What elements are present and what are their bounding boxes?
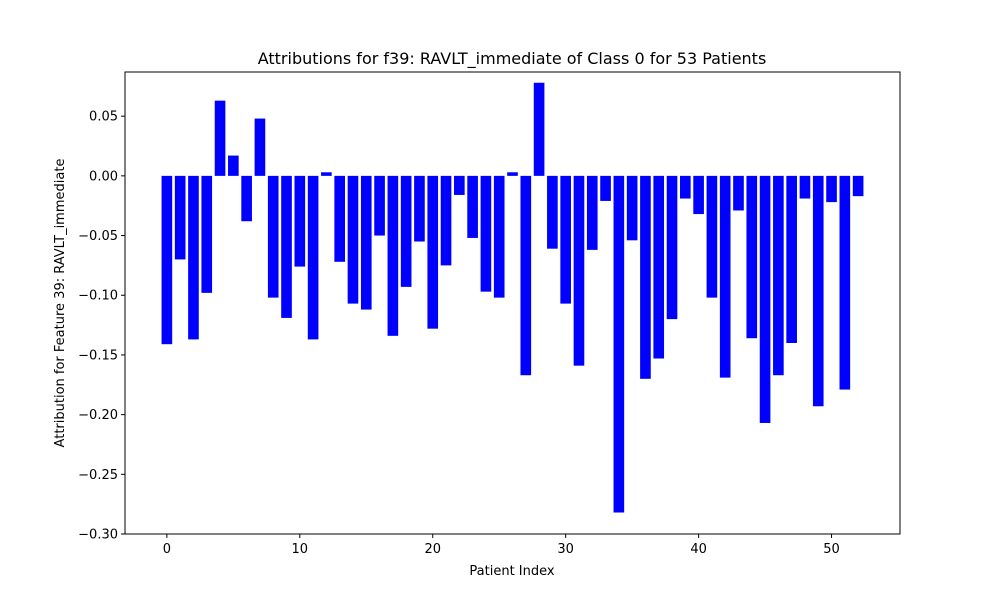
bar-patient-4 [214,100,226,176]
y-tick-label-4: −0.15 [78,348,118,363]
bar-patient-28 [533,82,545,176]
bar-patient-8 [267,175,279,298]
bar-patient-10 [294,175,306,267]
bar-patient-9 [281,175,292,318]
x-axis-label: Patient Index [469,564,554,579]
bar-patient-21 [440,175,452,266]
bar-patient-22 [454,175,465,195]
bar-patient-45 [759,175,771,423]
bar-patient-32 [586,175,598,250]
bar-patient-37 [653,175,665,359]
bar-patient-2 [188,175,199,340]
bar-patient-27 [520,175,532,376]
bar-patient-52 [852,175,864,197]
bar-patient-24 [480,175,492,292]
bar-patient-40 [693,175,704,215]
y-tick-label-7: −0.30 [78,528,118,543]
bar-patient-44 [746,175,758,339]
y-tick-label-3: −0.10 [78,289,118,304]
plot-frame [124,71,901,535]
bar-patient-19 [414,175,425,242]
bar-patient-5 [228,155,239,176]
chart-title: Attributions for f39: RAVLT_immediate of… [258,49,767,69]
bar-patient-48 [799,175,811,199]
bar-patient-23 [467,175,478,238]
x-axis: 0 10 20 30 40 50 [163,534,840,557]
bar-patient-47 [786,175,797,343]
bar-patient-26 [507,172,518,176]
bar-patient-50 [826,175,837,203]
bar-patient-42 [719,175,731,378]
bar-patient-35 [626,175,638,241]
y-tick-label-5: −0.20 [78,408,118,423]
y-axis-label: Attribution for Feature 39: RAVLT_immedi… [53,159,68,448]
bar-patient-11 [307,175,319,340]
bar-patient-15 [360,175,372,310]
x-tick-label-10: 10 [292,542,309,557]
bar-patient-25 [493,175,505,298]
bar-patient-16 [374,175,385,236]
x-tick-label-20: 20 [424,542,441,557]
bars-group [161,82,864,513]
x-tick-label-30: 30 [557,542,574,557]
bar-patient-7 [254,118,266,176]
y-tick-label-0: 0.05 [89,110,118,125]
x-tick-label-40: 40 [690,542,707,557]
bar-patient-31 [573,175,585,366]
bar-patient-17 [387,175,399,336]
bar-patient-14 [347,175,359,304]
bar-patient-39 [679,175,691,199]
y-tick-label-1: 0.00 [89,169,118,184]
bar-patient-38 [666,175,678,320]
bar-patient-13 [334,175,346,262]
bar-patient-41 [706,175,718,298]
bar-patient-36 [640,175,651,379]
bar-patient-29 [547,175,558,249]
bar-patient-46 [773,175,784,376]
bar-patient-33 [600,175,611,201]
bar-patient-43 [733,175,744,211]
bar-patient-34 [613,175,625,513]
bar-patient-0 [161,175,173,345]
x-tick-label-0: 0 [163,542,171,557]
bar-patient-30 [560,175,571,304]
bar-patient-18 [400,175,412,287]
x-tick-label-50: 50 [823,542,840,557]
bar-patient-49 [812,175,824,407]
bar-patient-51 [839,175,851,390]
bar-patient-1 [174,175,186,260]
y-axis: 0.05 0.00 −0.05 −0.10 −0.15 −0.20 −0.25 −0.30 [78,110,125,543]
bar-patient-20 [427,175,439,329]
bar-patient-12 [321,172,332,176]
y-tick-label-6: −0.25 [78,468,118,483]
bar-patient-6 [241,175,252,222]
bar-patient-3 [201,175,213,293]
y-tick-label-2: −0.05 [78,229,118,244]
